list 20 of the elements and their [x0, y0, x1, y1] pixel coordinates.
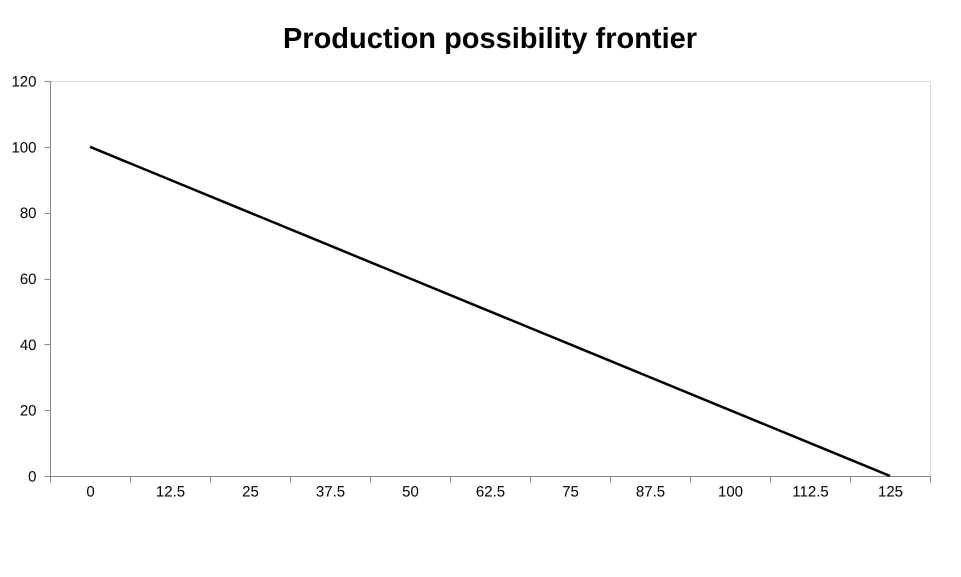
- x-tick-label: 0: [86, 484, 95, 500]
- y-tick-label: 0: [28, 468, 36, 486]
- x-tick-label: 12.5: [156, 484, 186, 500]
- x-tick-label: 100: [718, 484, 744, 500]
- x-tick-label: 75: [562, 484, 579, 500]
- y-tick-label: 120: [11, 74, 36, 90]
- x-tick-label: 125: [878, 484, 904, 500]
- chart-title: Production possibility frontier: [282, 23, 698, 55]
- line-series: [88, 146, 892, 478]
- x-tick-label: 62.5: [476, 484, 506, 500]
- y-tick-label: 40: [20, 336, 36, 354]
- x-tick-label: 37.5: [316, 484, 346, 500]
- y-tick-label: 80: [20, 205, 36, 222]
- x-tick-label: 87.5: [636, 484, 666, 500]
- y-tick-label: 60: [20, 271, 36, 288]
- x-tick-label: 112.5: [792, 484, 829, 500]
- x-tick-label: 25: [242, 484, 259, 500]
- y-tick-label: 20: [20, 402, 36, 420]
- x-tick-label: 50: [402, 484, 419, 500]
- y-tick-label: 100: [11, 139, 36, 156]
